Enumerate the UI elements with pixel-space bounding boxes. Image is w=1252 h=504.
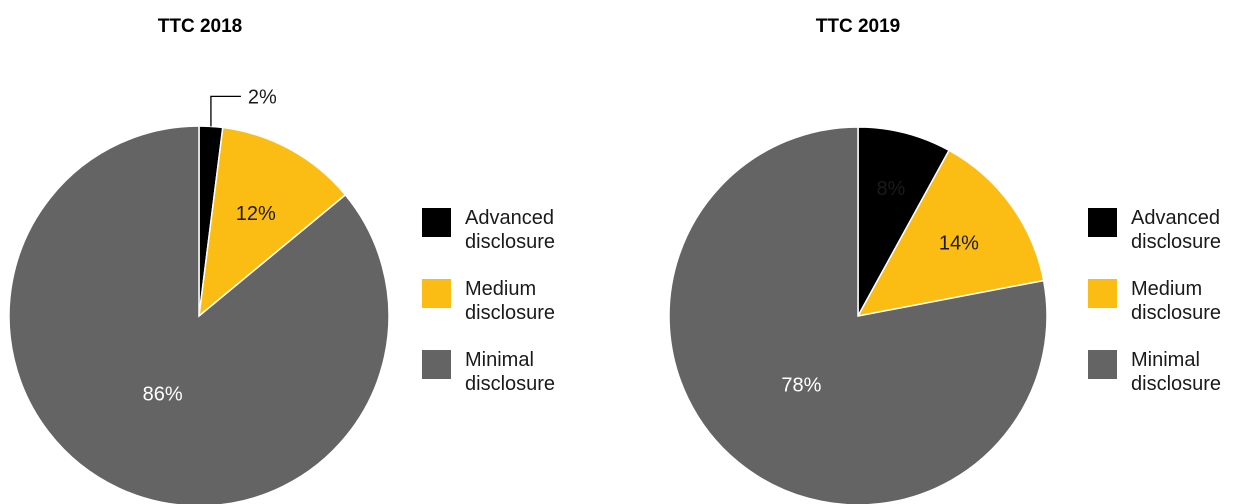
legend-item-advanced: Advanced disclosure [1088,206,1243,254]
legend: Advanced disclosure Medium disclosure Mi… [422,206,577,419]
legend-label: Minimal disclosure [465,349,556,395]
data-label-minimal: 86% [143,383,183,405]
legend-label: Medium disclosure [465,278,556,324]
legend-item-advanced: Advanced disclosure [422,206,577,254]
legend-swatch-medium [1088,279,1117,308]
pie-slice-minimal [8,125,390,504]
legend-label: Medium disclosure [1131,278,1222,324]
chart-title: TTC 2019 [815,16,901,37]
legend-swatch-medium [422,279,451,308]
pie-chart-2019: TTC 2019 8% 14% 78% Advanced disclosure Me… [626,0,1252,504]
legend-swatch-advanced [1088,208,1117,237]
data-label-medium: 14% [939,233,979,255]
chart-title: TTC 2018 [157,16,243,37]
pie-plot: 2% 12% 86% [8,86,390,504]
legend-item-medium: Medium disclosure [422,277,577,325]
legend-item-minimal: Minimal disclosure [1088,348,1243,396]
legend-label: Minimal disclosure [1131,349,1222,395]
legend-label: Advanced disclosure [1131,207,1222,253]
pie-slice-medium [198,126,347,318]
legend-swatch-minimal [422,350,451,379]
legend: Advanced disclosure Medium disclosure Mi… [1088,206,1243,419]
legend-item-minimal: Minimal disclosure [422,348,577,396]
label-leader-line [210,95,241,127]
legend-item-medium: Medium disclosure [1088,277,1243,325]
legend-swatch-minimal [1088,350,1117,379]
data-label-advanced: 2% [248,86,277,108]
data-label-minimal: 78% [781,374,821,396]
pie-plot: 8% 14% 78% [668,126,1048,504]
pie-slice-advanced [857,126,951,317]
pie-slice-minimal [668,126,1048,504]
pie-slice-medium [856,149,1045,318]
legend-label: Advanced disclosure [465,207,556,253]
legend-swatch-advanced [422,208,451,237]
data-label-advanced: 8% [876,178,905,200]
data-label-medium: 12% [236,203,276,225]
pie-chart-2018: TTC 2018 2% 12% 86% Advanced disclosure Me… [0,0,620,504]
